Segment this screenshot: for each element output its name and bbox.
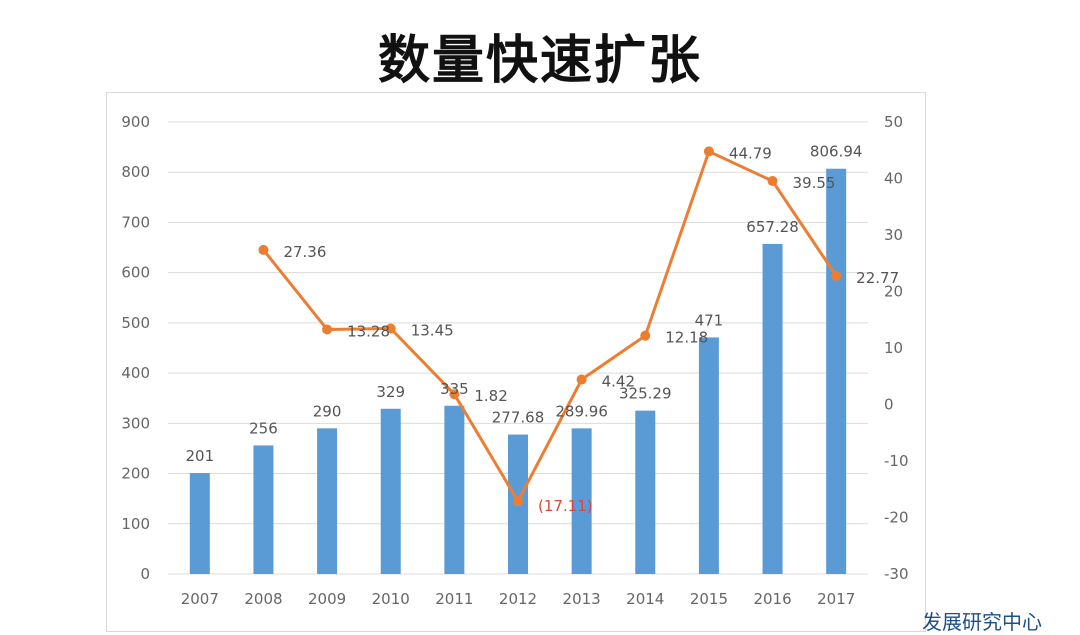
line-data-label: 1.82 (474, 387, 507, 405)
x-axis-tick-label: 2012 (499, 590, 537, 608)
bar-data-label: 289.96 (555, 402, 608, 420)
line-data-label: 12.18 (665, 329, 708, 347)
bar (826, 168, 847, 574)
right-axis-tick-label: 10 (884, 339, 903, 357)
line-point (767, 176, 778, 187)
line-point (385, 323, 396, 334)
right-axis-tick-label: -30 (884, 565, 909, 583)
bar (698, 337, 719, 574)
line-data-label: 22.77 (856, 269, 899, 287)
line-point (322, 324, 333, 335)
x-axis-tick-label: 2008 (244, 590, 282, 608)
left-axis-tick-label: 0 (140, 565, 150, 583)
x-axis-tick-label: 2015 (690, 590, 728, 608)
line-data-label: 4.42 (602, 373, 635, 391)
line-point (576, 374, 587, 385)
growth-line (262, 149, 838, 503)
line-data-label: 13.45 (411, 322, 454, 340)
right-axis-tick-label: 0 (884, 396, 894, 414)
line-data-label: (17.11) (538, 497, 593, 515)
left-axis-tick-label: 600 (121, 264, 150, 282)
bar-data-label: 201 (185, 447, 214, 465)
left-axis-tick-label: 400 (121, 364, 150, 382)
right-axis-tick-label: 40 (884, 170, 903, 188)
line-point (703, 146, 714, 157)
bar-data-label: 806.94 (810, 143, 863, 161)
bar (253, 445, 274, 574)
bar-data-label: 325.29 (619, 385, 672, 403)
x-axis-tick-label: 2007 (181, 590, 219, 608)
line-point (258, 244, 269, 255)
line-data-label: 44.79 (729, 144, 772, 162)
bar (444, 405, 465, 574)
right-axis-tick-label: 50 (884, 113, 903, 131)
x-axis-tick-label: 2017 (817, 590, 855, 608)
x-axis-tick-label: 2016 (753, 590, 791, 608)
chart-title: 数量快速扩张 (377, 31, 702, 91)
bar-data-label: 335 (440, 380, 469, 398)
line-point (513, 496, 523, 507)
left-axis-tick-label: 200 (121, 465, 150, 483)
bar-data-label: 256 (249, 419, 278, 437)
line-data-label: 13.28 (347, 322, 390, 340)
right-axis-tick-label: -20 (884, 509, 909, 527)
bar (189, 473, 210, 574)
right-axis-tick-label: 20 (884, 283, 903, 301)
x-axis-tick-label: 2010 (372, 590, 410, 608)
left-axis-tick-label: 500 (121, 314, 150, 332)
line-point (449, 389, 460, 400)
left-axis-tick-label: 100 (121, 515, 150, 533)
bar-data-label: 471 (695, 311, 724, 329)
bar-data-label: 290 (313, 402, 342, 420)
x-axis-tick-label: 2014 (626, 590, 664, 608)
line-point (831, 270, 842, 281)
x-axis-tick-label: 2013 (563, 590, 601, 608)
right-axis-tick-label: 30 (884, 226, 903, 244)
bar-data-label: 657.28 (746, 218, 799, 236)
bar (635, 410, 656, 574)
watermark-text: 发展研究中心 (922, 610, 1042, 634)
bar (762, 243, 783, 574)
left-axis-tick-label: 700 (121, 213, 150, 231)
line-data-label: 27.36 (283, 243, 326, 261)
left-axis-tick-label: 300 (121, 414, 150, 432)
bar-data-label: 329 (376, 383, 405, 401)
bar-data-label: 277.68 (492, 409, 545, 427)
left-axis-tick-label: 900 (121, 113, 150, 131)
x-axis-tick-label: 2011 (435, 590, 473, 608)
line-point (640, 330, 651, 341)
right-axis-tick-label: -10 (884, 452, 909, 470)
x-axis-tick-label: 2009 (308, 590, 346, 608)
bar (317, 428, 338, 574)
left-axis-tick-label: 800 (121, 163, 150, 181)
bar (571, 428, 592, 574)
bar (380, 408, 401, 574)
line-data-label: 39.55 (793, 174, 836, 192)
